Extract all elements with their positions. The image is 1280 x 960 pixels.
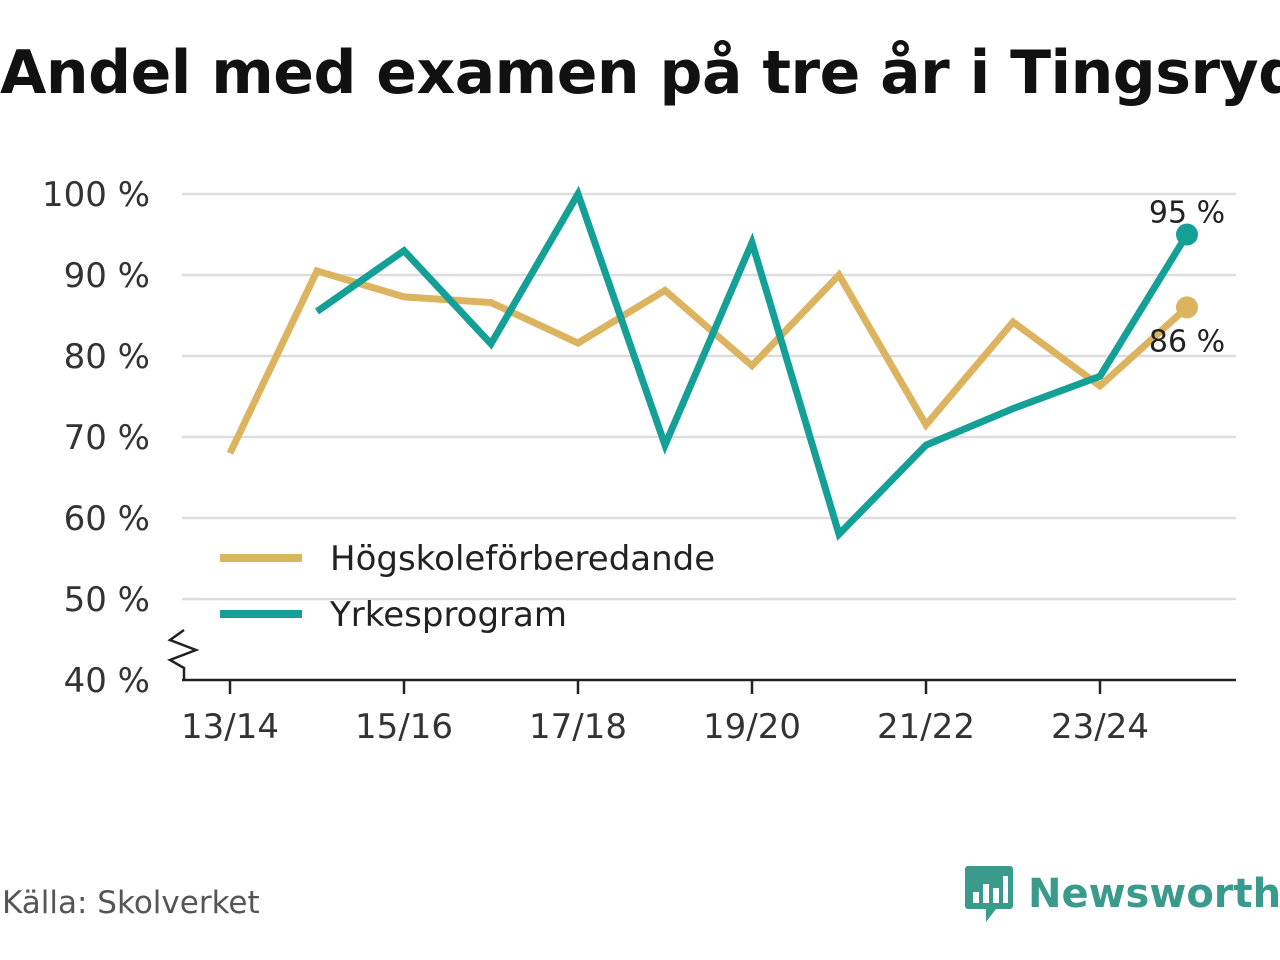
- y-tick-label: 60 %: [64, 499, 150, 539]
- x-tick-label: 17/18: [529, 707, 627, 747]
- x-tick-label: 19/20: [703, 707, 801, 747]
- series-endpoint: [1176, 296, 1198, 319]
- x-tick-label: 21/22: [877, 707, 975, 747]
- y-tick-label: 100 %: [42, 175, 150, 215]
- legend-background: [206, 528, 760, 598]
- legend: Högskoleförberedande Yrkesprogram: [206, 528, 760, 635]
- y-tick-label: 70 %: [64, 418, 150, 458]
- series-lines: [226, 185, 1198, 541]
- chart-title: Andel med examen på tre år i Tingsryd: [0, 38, 1280, 108]
- y-tick-label: 50 %: [64, 580, 150, 620]
- series-line: [226, 266, 1190, 455]
- newsworthy-logo-icon: [965, 866, 1013, 922]
- source-note: Källa: Skolverket: [2, 885, 260, 921]
- series-line: [314, 185, 1190, 541]
- axis-break-icon: [167, 628, 200, 680]
- end-value-label: 95 %: [1149, 196, 1225, 231]
- x-tick-label: 13/14: [181, 707, 279, 747]
- series-endpoint: [1176, 223, 1198, 246]
- gridlines: [182, 192, 1236, 601]
- axes: 40 % 50 % 60 % 70 % 80 % 90 % 100 % 13/14 15/16 1…: [42, 175, 1236, 747]
- x-tick-label: 15/16: [355, 707, 453, 747]
- y-tick-label: 40 %: [64, 661, 150, 701]
- end-value-label: 86 %: [1149, 324, 1225, 359]
- legend-label: Högskoleförberedande: [330, 539, 715, 579]
- y-tick-label: 80 %: [64, 337, 150, 377]
- brand-name: Newsworthy: [1028, 871, 1280, 917]
- labels: 86 % 95 %: [1149, 196, 1225, 360]
- legend-label: Yrkesprogram: [329, 595, 567, 635]
- brand-logo[interactable]: Newsworthy: [964, 864, 1280, 924]
- x-tick-label: 23/24: [1051, 707, 1149, 747]
- y-tick-label: 90 %: [64, 256, 150, 296]
